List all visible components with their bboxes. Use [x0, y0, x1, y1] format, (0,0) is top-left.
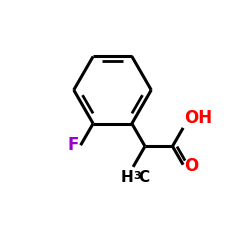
Text: OH: OH: [184, 109, 212, 127]
Text: 3: 3: [134, 171, 141, 181]
Text: O: O: [184, 157, 198, 175]
Text: H: H: [120, 170, 133, 185]
Text: C: C: [138, 170, 150, 185]
Text: F: F: [67, 136, 78, 154]
